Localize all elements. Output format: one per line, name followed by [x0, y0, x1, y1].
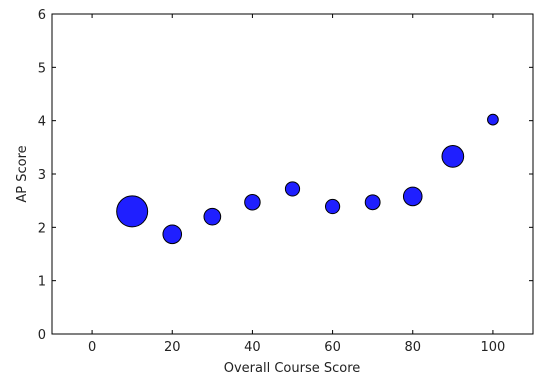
y-tick-label: 5 — [38, 61, 46, 76]
x-tick-label: 80 — [404, 340, 421, 355]
x-tick-label: 20 — [164, 340, 181, 355]
data-point — [441, 145, 465, 168]
x-tick-label: 60 — [324, 340, 341, 355]
data-point — [244, 194, 261, 211]
y-tick-label: 1 — [38, 275, 46, 290]
x-tick-label: 0 — [88, 340, 96, 355]
data-point — [324, 198, 341, 215]
data-point — [116, 195, 149, 228]
x-axis: 0 20 40 60 80 100 — [88, 14, 505, 355]
y-tick-label: 2 — [38, 221, 46, 236]
x-tick-label: 100 — [481, 340, 506, 355]
y-tick-label: 0 — [38, 328, 46, 343]
y-tick-label: 4 — [38, 115, 46, 130]
x-axis-label: Overall Course Score — [224, 361, 361, 376]
data-point — [487, 113, 499, 126]
y-axis-label: AP Score — [15, 145, 30, 202]
plot-area — [51, 13, 534, 335]
data-point — [364, 194, 381, 211]
y-axis: 0 1 2 3 4 5 6 — [38, 8, 533, 343]
data-points — [116, 113, 499, 245]
data-point — [402, 186, 423, 207]
y-tick-label: 3 — [38, 168, 46, 183]
data-point — [203, 207, 222, 226]
x-tick-label: 40 — [244, 340, 261, 355]
data-point — [284, 181, 301, 197]
y-tick-label: 6 — [38, 8, 46, 23]
data-point — [162, 224, 183, 245]
